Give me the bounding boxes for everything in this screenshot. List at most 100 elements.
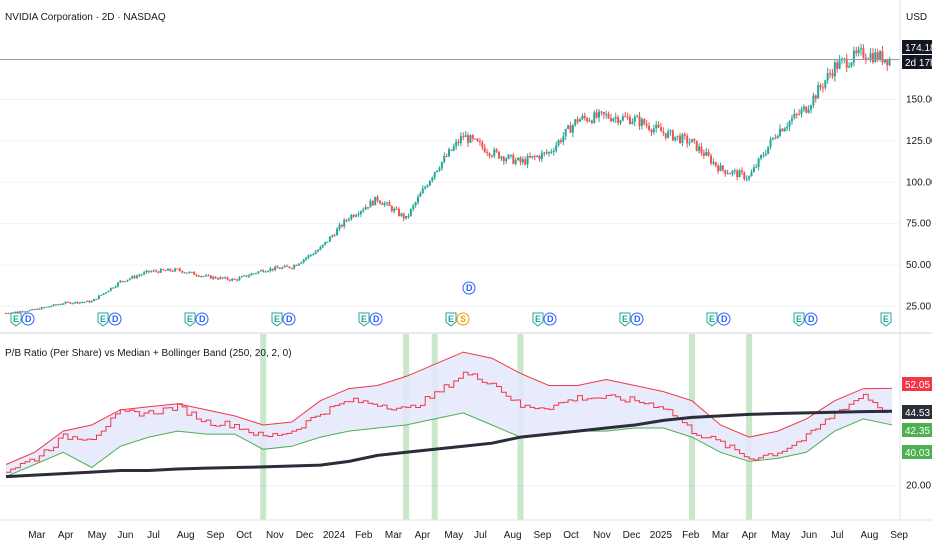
indicator-title[interactable]: P/B Ratio (Per Share) vs Median + Bollin… <box>5 348 292 359</box>
candle-body <box>252 273 255 275</box>
dividend-badge[interactable] <box>717 312 731 326</box>
candle-body <box>395 208 398 210</box>
earnings-badge[interactable] <box>358 312 370 327</box>
dividend-badge[interactable] <box>543 312 557 326</box>
price-scale[interactable]: 25.00 50.00 75.00 100.00 125.00 150.00 20.00 <box>906 95 932 492</box>
candle-body <box>431 177 434 181</box>
candle-body <box>140 274 143 276</box>
candle-body <box>362 209 365 212</box>
candle-body <box>250 273 253 276</box>
time-axis[interactable]: Mar Apr May Jun Jul Aug Sep Oct Nov Dec 2024 Feb Mar… <box>28 530 908 541</box>
dividend-badge[interactable] <box>630 312 644 326</box>
candle-body <box>478 141 481 143</box>
candle-body <box>221 277 224 279</box>
candle-body <box>43 307 46 309</box>
candle-body <box>355 215 358 217</box>
candle-body <box>376 196 379 201</box>
candle-body <box>824 80 827 88</box>
candle-body <box>540 153 543 160</box>
candle-body <box>688 142 691 144</box>
price-tick-label: 75.00 <box>906 219 931 230</box>
event-badge-label: E <box>13 314 19 324</box>
candle-body <box>819 85 822 88</box>
candle-body <box>193 271 196 275</box>
candle-body <box>302 259 305 263</box>
candle-body <box>736 170 739 178</box>
candle-body <box>498 151 501 159</box>
candle-body <box>652 128 655 133</box>
event-badge-label: D <box>466 283 473 293</box>
upper-band-line <box>5 351 893 465</box>
candle-body <box>409 208 412 216</box>
candle-body <box>833 62 836 77</box>
dividend-badge[interactable] <box>804 312 818 326</box>
candle-body <box>31 309 34 311</box>
candle-body <box>667 131 670 138</box>
candle-body <box>181 270 184 273</box>
time-axis-label: Jul <box>831 530 844 541</box>
time-axis-label: May <box>771 530 790 541</box>
candle-body <box>657 124 660 128</box>
earnings-badge[interactable] <box>271 312 283 327</box>
candle-body <box>419 193 422 197</box>
candle-body <box>545 152 548 154</box>
split-badge[interactable] <box>456 312 470 326</box>
earnings-badge[interactable] <box>793 312 805 327</box>
dividend-badge[interactable] <box>282 312 296 326</box>
candle-body <box>636 116 639 118</box>
candle-body <box>619 120 622 123</box>
candle-body <box>26 311 29 313</box>
candle-body <box>347 219 350 221</box>
time-axis-label: Sep <box>207 530 225 541</box>
candle-body <box>405 215 408 219</box>
dividend-badge[interactable] <box>21 312 35 326</box>
earnings-badge[interactable] <box>97 312 109 327</box>
dividend-badge[interactable] <box>195 312 209 326</box>
candle-body <box>343 219 346 227</box>
highlight-bar <box>746 334 753 520</box>
candle-body <box>721 165 724 171</box>
earnings-badge[interactable] <box>445 312 457 327</box>
candle-body <box>588 120 591 122</box>
candle-body <box>645 124 648 126</box>
earnings-badge[interactable] <box>10 312 22 327</box>
candle-body <box>369 200 372 208</box>
candle-body <box>795 113 798 115</box>
candle-body <box>57 304 60 306</box>
event-badge-label: D <box>547 314 554 324</box>
last-price-tag <box>902 40 932 54</box>
time-axis-label: Jun <box>117 530 133 541</box>
dividend-badge[interactable] <box>462 281 476 295</box>
symbol-title[interactable]: NVIDIA Corporation · 2D · NASDAQ <box>5 12 166 23</box>
candle-body <box>426 185 429 187</box>
indicator-tick-label: 20.00 <box>906 481 931 492</box>
dividend-badge[interactable] <box>108 312 122 326</box>
candle-body <box>836 62 839 69</box>
candle-body <box>876 52 879 60</box>
candle-body <box>412 205 415 209</box>
candle-body <box>257 271 260 274</box>
earnings-badge[interactable] <box>184 312 196 327</box>
candle-body <box>590 120 593 123</box>
candle-body <box>659 127 662 132</box>
candle-body <box>786 126 789 129</box>
candle-body <box>62 303 65 305</box>
earnings-badge[interactable] <box>880 312 892 327</box>
candle-body <box>702 152 705 156</box>
candle-body <box>28 309 31 312</box>
earnings-badge[interactable] <box>706 312 718 327</box>
candle-body <box>214 276 217 279</box>
candle-body <box>524 159 527 165</box>
candle-body <box>207 275 210 277</box>
candle-body <box>190 271 193 273</box>
dividend-badge[interactable] <box>369 312 383 326</box>
event-badge-label: D <box>721 314 728 324</box>
earnings-badge[interactable] <box>532 312 544 327</box>
candle-body <box>317 250 320 252</box>
time-axis-label: Feb <box>355 530 373 541</box>
pb-ratio-line <box>6 371 892 473</box>
price-pane[interactable] <box>0 43 900 315</box>
earnings-badge[interactable] <box>619 312 631 327</box>
indicator-pane[interactable] <box>5 334 893 520</box>
